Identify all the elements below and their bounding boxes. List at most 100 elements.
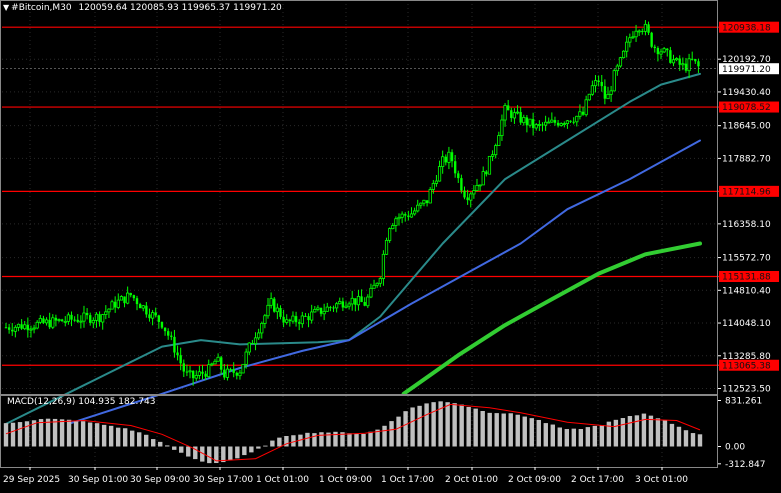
candle xyxy=(216,353,220,362)
candle-body xyxy=(335,303,339,309)
candle xyxy=(391,222,395,230)
candle-body xyxy=(669,50,672,63)
candle-body xyxy=(537,124,541,126)
dropdown-triangle-icon[interactable]: ▼ xyxy=(3,3,10,12)
candle-body xyxy=(425,200,429,203)
candle xyxy=(51,314,55,330)
candle-body xyxy=(63,320,67,323)
candle-body xyxy=(637,30,641,33)
macd-bar xyxy=(87,422,93,447)
candle-body xyxy=(457,173,460,179)
candle-body xyxy=(615,65,619,72)
candle-body xyxy=(409,213,414,218)
macd-bar xyxy=(648,415,654,447)
candle-body xyxy=(487,155,492,175)
candle-body xyxy=(188,370,192,373)
candle-body xyxy=(154,312,157,316)
candle xyxy=(485,170,488,177)
candle-body xyxy=(631,36,635,39)
macd-bar xyxy=(340,432,345,447)
candle xyxy=(363,297,366,307)
candle xyxy=(266,297,270,319)
candle xyxy=(431,180,435,194)
candlesticks xyxy=(4,20,700,386)
candle-body xyxy=(85,313,89,316)
candle-body xyxy=(643,23,648,32)
candle-body xyxy=(593,80,598,87)
macd-bar xyxy=(207,446,212,464)
macd-bar xyxy=(256,446,261,449)
level-tag xyxy=(719,101,779,113)
candle-body xyxy=(38,317,42,323)
candle-body xyxy=(447,151,451,163)
candle xyxy=(581,106,585,116)
candle xyxy=(107,308,111,318)
candle-body xyxy=(104,311,108,315)
candle xyxy=(119,295,124,301)
candle-body xyxy=(7,327,11,330)
candle xyxy=(400,211,404,224)
macd-bar xyxy=(326,432,331,447)
candle-body xyxy=(341,301,345,308)
candle-body xyxy=(220,357,223,370)
candle-body xyxy=(375,282,379,286)
candle xyxy=(166,328,170,340)
candle xyxy=(450,149,454,168)
candle xyxy=(310,304,314,324)
candle xyxy=(372,279,376,289)
candle xyxy=(269,292,273,309)
candle-body xyxy=(322,310,326,315)
candle-body xyxy=(157,315,161,322)
macd-title: MACD(12,26,9) 104.935 182.743 xyxy=(7,397,156,407)
candle xyxy=(341,297,345,312)
candle-body xyxy=(11,329,14,332)
candle-body xyxy=(223,369,226,378)
macd-bar xyxy=(3,423,9,447)
time-tick-label: 30 Sep 17:00 xyxy=(193,475,253,485)
level-tag-label: 119078.52 xyxy=(722,103,771,113)
candle xyxy=(157,314,161,329)
candle xyxy=(213,358,217,365)
candle xyxy=(297,319,301,331)
candle-body xyxy=(26,324,30,331)
candle-body xyxy=(116,299,120,308)
level-tag xyxy=(719,271,779,283)
candle-body xyxy=(416,204,420,212)
candle-body xyxy=(13,326,17,332)
candle xyxy=(621,50,626,59)
candle-body xyxy=(51,317,55,328)
candle xyxy=(681,57,685,71)
candle xyxy=(319,307,323,317)
candle-body xyxy=(113,301,117,308)
candle-body xyxy=(522,117,526,124)
candle-body xyxy=(347,303,351,307)
candle xyxy=(26,317,30,338)
candle-body xyxy=(694,59,697,62)
price-pane-frame xyxy=(0,0,718,395)
macd-bar xyxy=(417,405,422,447)
candle-body xyxy=(123,296,126,304)
macd-bar xyxy=(101,424,107,447)
macd-bar xyxy=(17,422,23,447)
candle-body xyxy=(150,312,155,319)
candle xyxy=(515,105,520,115)
candle-body xyxy=(275,307,279,313)
candle xyxy=(628,33,632,48)
macd-bar xyxy=(186,446,191,457)
candle-body xyxy=(338,301,342,305)
macd-bar xyxy=(179,446,184,453)
candle xyxy=(437,160,442,182)
candle xyxy=(116,293,120,310)
price-tick-label: 113285.80 xyxy=(722,352,771,362)
candle-body xyxy=(129,293,132,296)
level-labels: 120938.18 119078.52 117114.96 115131.88 1130… xyxy=(2,21,779,371)
candle-body xyxy=(288,319,292,322)
macd-bar xyxy=(522,416,527,447)
candle xyxy=(176,345,179,361)
price-axis: 120192.70 119430.40 118645.00 117882.70 1163… xyxy=(718,55,771,395)
macd-bar xyxy=(172,446,177,450)
macd-bar xyxy=(592,425,598,447)
macd-bar xyxy=(641,413,647,447)
